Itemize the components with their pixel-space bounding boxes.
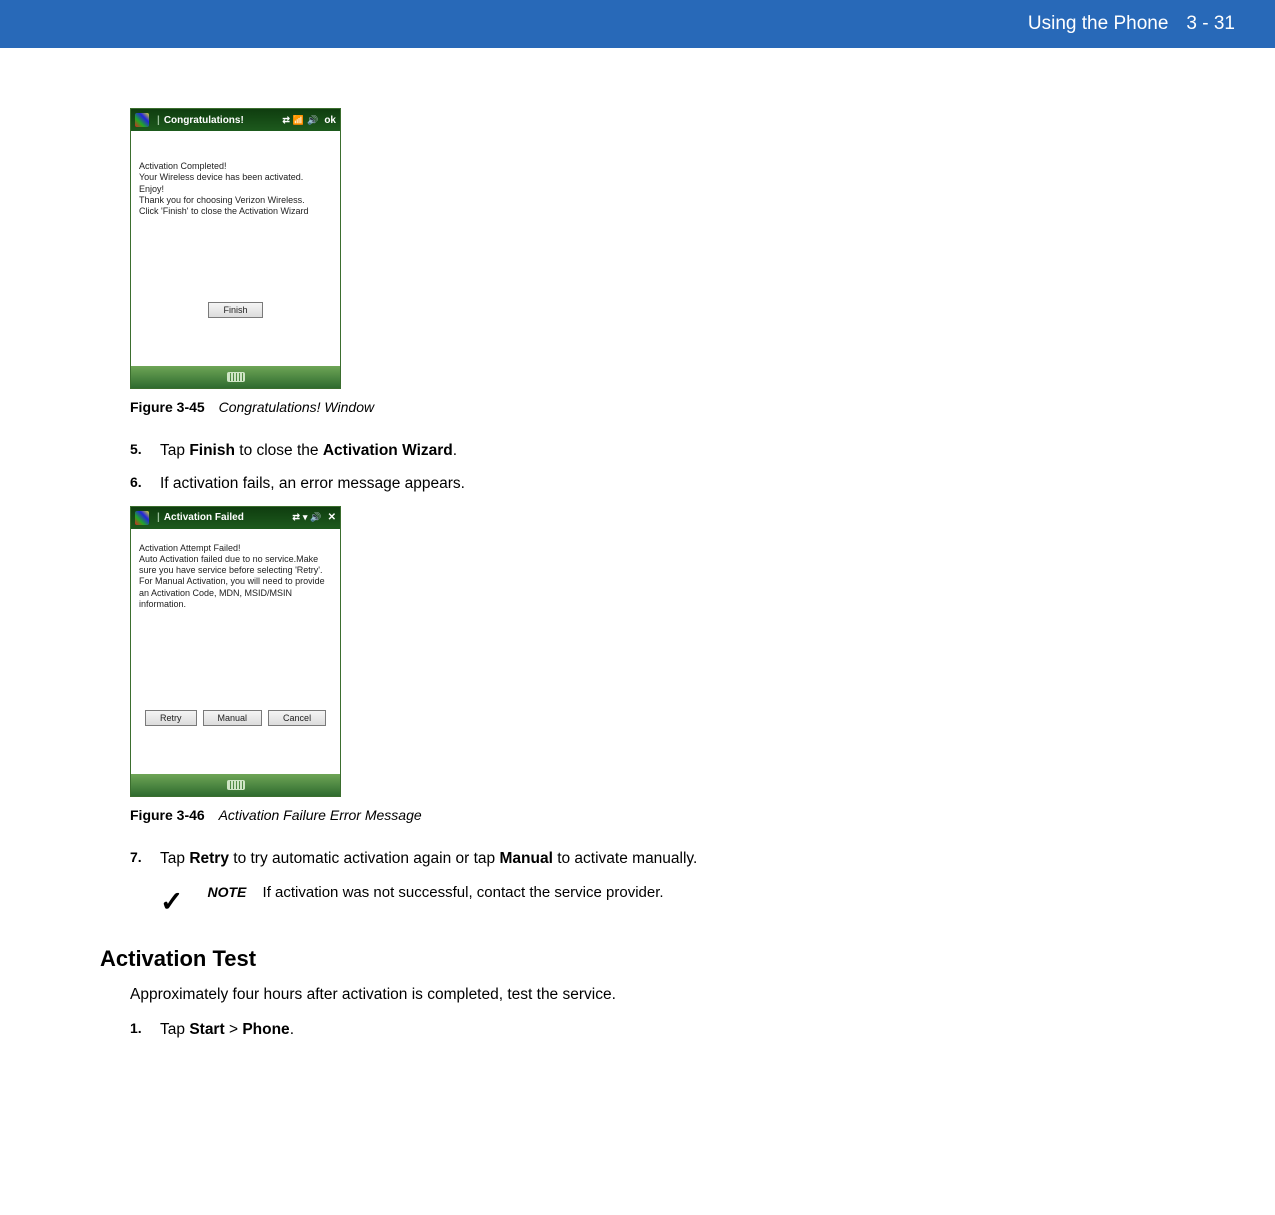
button-row: Finish (139, 302, 332, 318)
note-block: ✓ NOTE If activation was not successful,… (160, 884, 1100, 916)
cancel-button[interactable]: Cancel (268, 710, 326, 726)
step-7: 7. Tap Retry to try automatic activation… (130, 847, 1100, 870)
text-fragment: to activate manually. (553, 850, 697, 867)
figure-title: Activation Failure Error Message (219, 807, 422, 823)
text-fragment: Tap (160, 442, 189, 459)
section-heading-activation-test: Activation Test (100, 946, 1100, 972)
text-bold: Start (189, 1021, 224, 1038)
figure-caption-2: Figure 3-46 Activation Failure Error Mes… (130, 807, 1100, 823)
volume-icon: 🔊 (310, 512, 321, 523)
device-window-title: Activation Failed (164, 512, 293, 523)
text-bold: Retry (189, 850, 229, 867)
sync-icon: ⇄ (282, 115, 290, 126)
text-fragment: to close the (235, 442, 323, 459)
text-fragment: . (290, 1021, 294, 1038)
msg-line: Activation Attempt Failed! (139, 543, 332, 554)
device-bottombar (131, 774, 340, 796)
msg-line: For Manual Activation, you will need to … (139, 576, 332, 610)
status-icons: ⇄ ▾ 🔊 (292, 512, 321, 523)
step-number: 6. (130, 472, 160, 495)
chapter-title: Using the Phone (1028, 13, 1169, 35)
step-text: Tap Finish to close the Activation Wizar… (160, 439, 1100, 462)
checkmark-icon: ✓ (160, 884, 183, 916)
text-bold: Phone (242, 1021, 289, 1038)
intro-paragraph: Approximately four hours after activatio… (130, 986, 1100, 1004)
device-titlebar: | Congratulations! ⇄ 📶 🔊 ok (131, 109, 340, 131)
figure-label: Figure 3-46 (130, 807, 205, 823)
signal-icon: ▾ (303, 512, 308, 523)
note-body: NOTE If activation was not successful, c… (207, 884, 663, 901)
figure-label: Figure 3-45 (130, 399, 205, 415)
step-1: 1. Tap Start > Phone. (130, 1018, 1100, 1041)
note-label: NOTE (207, 884, 246, 900)
separator-icon: | (157, 115, 160, 126)
finish-button[interactable]: Finish (208, 302, 262, 318)
text-fragment: Tap (160, 850, 189, 867)
step-number: 1. (130, 1018, 160, 1041)
figure-title: Congratulations! Window (219, 399, 375, 415)
msg-line: Enjoy! (139, 184, 332, 195)
windows-flag-icon (135, 113, 149, 127)
text-bold: Finish (189, 442, 235, 459)
manual-button[interactable]: Manual (203, 710, 263, 726)
device-window-title: Congratulations! (164, 115, 283, 126)
msg-line: Click 'Finish' to close the Activation W… (139, 206, 332, 217)
activation-failed-message: Activation Attempt Failed! Auto Activati… (139, 543, 332, 611)
page-number: 3 - 31 (1186, 13, 1235, 35)
msg-line: Activation Completed! (139, 161, 332, 172)
step-text: Tap Start > Phone. (160, 1018, 1100, 1041)
step-text: If activation fails, an error message ap… (160, 472, 1100, 495)
button-row: Retry Manual Cancel (139, 710, 332, 726)
close-button[interactable]: ✕ (328, 512, 336, 523)
text-bold: Manual (499, 850, 552, 867)
step-6: 6. If activation fails, an error message… (130, 472, 1100, 495)
ok-button[interactable]: ok (324, 115, 336, 126)
separator-icon: | (157, 512, 160, 523)
retry-button[interactable]: Retry (145, 710, 197, 726)
step-text: Tap Retry to try automatic activation ag… (160, 847, 1100, 870)
status-icons: ⇄ 📶 🔊 (282, 115, 318, 126)
sync-icon: ⇄ (292, 512, 300, 523)
msg-line: Auto Activation failed due to no service… (139, 554, 332, 577)
activation-message: Activation Completed! Your Wireless devi… (139, 161, 332, 217)
windows-flag-icon (135, 511, 149, 525)
page-content: | Congratulations! ⇄ 📶 🔊 ok Activation C… (0, 48, 1100, 1091)
step-number: 7. (130, 847, 160, 870)
device-body: Activation Attempt Failed! Auto Activati… (131, 529, 340, 774)
page-header: Using the Phone 3 - 31 (0, 0, 1275, 48)
msg-line: Your Wireless device has been activated. (139, 172, 332, 183)
device-bottombar (131, 366, 340, 388)
step-5: 5. Tap Finish to close the Activation Wi… (130, 439, 1100, 462)
device-titlebar: | Activation Failed ⇄ ▾ 🔊 ✕ (131, 507, 340, 529)
volume-icon: 🔊 (307, 115, 318, 126)
text-fragment: to try automatic activation again or tap (229, 850, 500, 867)
figure-caption-1: Figure 3-45 Congratulations! Window (130, 399, 1100, 415)
signal-icon: 📶 (293, 115, 304, 126)
text-bold: Activation Wizard (323, 442, 453, 459)
device-body: Activation Completed! Your Wireless devi… (131, 131, 340, 366)
note-text: If activation was not successful, contac… (263, 884, 664, 901)
text-fragment: > (225, 1021, 243, 1038)
keyboard-icon[interactable] (227, 372, 245, 382)
text-fragment: . (453, 442, 457, 459)
screenshot-activation-failed: | Activation Failed ⇄ ▾ 🔊 ✕ Activation A… (130, 506, 341, 797)
screenshot-congratulations: | Congratulations! ⇄ 📶 🔊 ok Activation C… (130, 108, 341, 389)
keyboard-icon[interactable] (227, 780, 245, 790)
msg-line: Thank you for choosing Verizon Wireless. (139, 195, 332, 206)
step-number: 5. (130, 439, 160, 462)
text-fragment: Tap (160, 1021, 189, 1038)
